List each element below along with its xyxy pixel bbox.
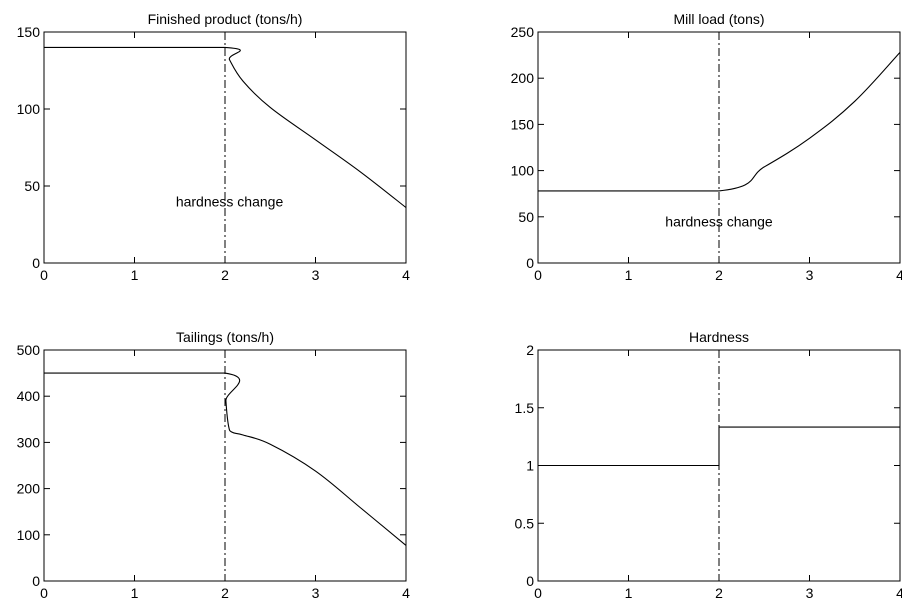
y-tick-label: 50 xyxy=(24,178,40,194)
x-tick-label: 2 xyxy=(221,585,229,601)
x-tick-label: 0 xyxy=(534,585,542,601)
y-tick-label: 100 xyxy=(17,101,41,117)
y-tick-label: 250 xyxy=(511,24,535,40)
y-tick-label: 500 xyxy=(17,342,41,358)
x-tick-label: 3 xyxy=(806,267,814,283)
x-tick-label: 0 xyxy=(40,585,48,601)
y-tick-label: 0 xyxy=(32,573,40,589)
plot-title: Finished product (tons/h) xyxy=(148,11,303,27)
y-tick-label: 2 xyxy=(526,342,534,358)
y-tick-label: 150 xyxy=(511,116,535,132)
series-line-1 xyxy=(538,51,901,192)
series-line-1 xyxy=(44,372,407,546)
x-tick-label: 1 xyxy=(625,585,633,601)
y-tick-label: 400 xyxy=(17,388,41,404)
y-tick-label: 200 xyxy=(17,481,41,497)
annotation-label: hardness change xyxy=(176,193,284,209)
subplot-2: Mill load (tons) 0 1 2 3 4 0 50 100 150 200 250 hard… xyxy=(511,11,902,283)
x-tick-label: 1 xyxy=(625,267,633,283)
y-tick-label: 200 xyxy=(511,70,535,86)
x-tick-label: 4 xyxy=(402,267,410,283)
x-tick-label: 3 xyxy=(312,585,320,601)
x-tick-label: 0 xyxy=(40,267,48,283)
subplot-1: Finished product (tons/h) 0 1 2 3 4 0 50 100 150 h… xyxy=(17,11,410,283)
subplot-3: Tailings (tons/h) 0 1 2 3 4 0 100 200 300 400 500 xyxy=(17,329,410,601)
y-tick-label: 100 xyxy=(17,527,41,543)
y-tick-label: 0 xyxy=(526,573,534,589)
plot-title: Hardness xyxy=(689,329,749,345)
y-tick-label: 100 xyxy=(511,163,535,179)
plot-title: Mill load (tons) xyxy=(673,11,764,27)
series-line-1 xyxy=(44,46,407,208)
annotation-label: hardness change xyxy=(665,213,773,229)
y-tick-label: 1 xyxy=(526,458,534,474)
y-tick-label: 0 xyxy=(526,255,534,271)
x-tick-label: 3 xyxy=(806,585,814,601)
x-tick-label: 2 xyxy=(221,267,229,283)
x-tick-label: 4 xyxy=(402,585,410,601)
x-tick-label: 4 xyxy=(896,267,902,283)
x-tick-label: 2 xyxy=(715,267,723,283)
series-line-1 xyxy=(538,426,900,467)
y-tick-label: 0 xyxy=(32,255,40,271)
y-tick-label: 0.5 xyxy=(515,515,535,531)
y-tick-label: 300 xyxy=(17,434,41,450)
plot-title: Tailings (tons/h) xyxy=(176,329,274,345)
x-tick-label: 2 xyxy=(715,585,723,601)
y-tick-label: 50 xyxy=(518,209,534,225)
y-tick-label: 1.5 xyxy=(515,400,535,416)
y-tick-label: 150 xyxy=(17,24,41,40)
x-tick-label: 4 xyxy=(896,585,902,601)
x-tick-label: 3 xyxy=(312,267,320,283)
x-tick-label: 1 xyxy=(131,585,139,601)
x-tick-label: 1 xyxy=(131,267,139,283)
x-tick-label: 0 xyxy=(534,267,542,283)
subplot-4: Hardness 0 1 2 3 4 0 0.5 1 1.5 2 xyxy=(515,329,902,601)
